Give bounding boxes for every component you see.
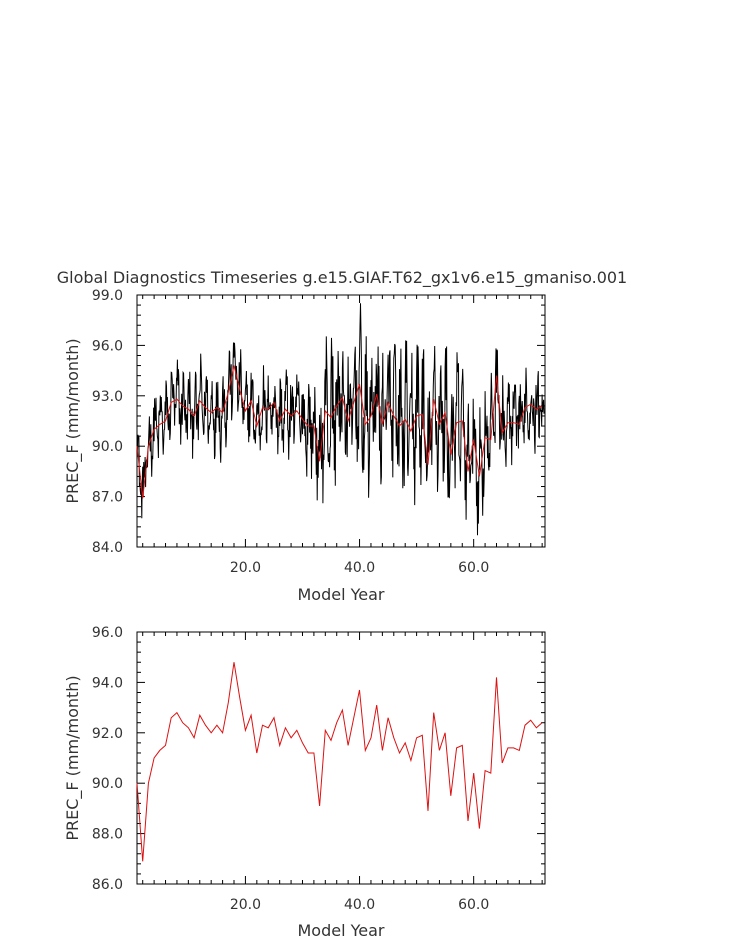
y-tick-label: 90.0 <box>92 776 123 792</box>
y-tick-label: 96.0 <box>92 338 123 354</box>
y-tick-label: 99.0 <box>92 288 123 304</box>
x-tick-label: 60.0 <box>458 560 489 576</box>
y-tick-label: 93.0 <box>92 389 123 405</box>
x-tick-label: 40.0 <box>344 897 375 913</box>
y-tick-label: 94.0 <box>92 675 123 691</box>
series-line-annual-mean <box>136 662 543 862</box>
bottom-y-axis-label: PREC_F (mm/month) <box>63 675 83 840</box>
y-tick-label: 84.0 <box>92 540 123 556</box>
chart-title: Global Diagnostics Timeseries g.e15.GIAF… <box>57 268 627 288</box>
series-line-annual-mean <box>136 365 543 499</box>
y-tick-label: 96.0 <box>92 625 123 641</box>
top-x-axis-label: Model Year <box>298 585 385 604</box>
y-tick-label: 88.0 <box>92 827 123 843</box>
y-tick-label: 86.0 <box>92 877 123 893</box>
y-tick-label: 92.0 <box>92 726 123 742</box>
y-tick-label: 90.0 <box>92 439 123 455</box>
x-tick-label: 40.0 <box>344 560 375 576</box>
x-tick-label: 20.0 <box>230 560 261 576</box>
plot-frame <box>136 294 546 548</box>
monthly-timeseries-chart: Model Year PREC_F (mm/month) 84.0 87.0 90.… <box>63 288 546 604</box>
bottom-x-axis-label: Model Year <box>298 921 385 940</box>
plot-frame <box>136 631 546 885</box>
annual-mean-chart: Model Year PREC_F (mm/month) 86.0 88.0 90.… <box>63 625 546 940</box>
y-tick-label: 87.0 <box>92 490 123 506</box>
x-tick-label: 20.0 <box>230 897 261 913</box>
x-tick-label: 60.0 <box>458 897 489 913</box>
series-line-monthly <box>136 303 545 536</box>
top-y-axis-label: PREC_F (mm/month) <box>63 338 83 503</box>
